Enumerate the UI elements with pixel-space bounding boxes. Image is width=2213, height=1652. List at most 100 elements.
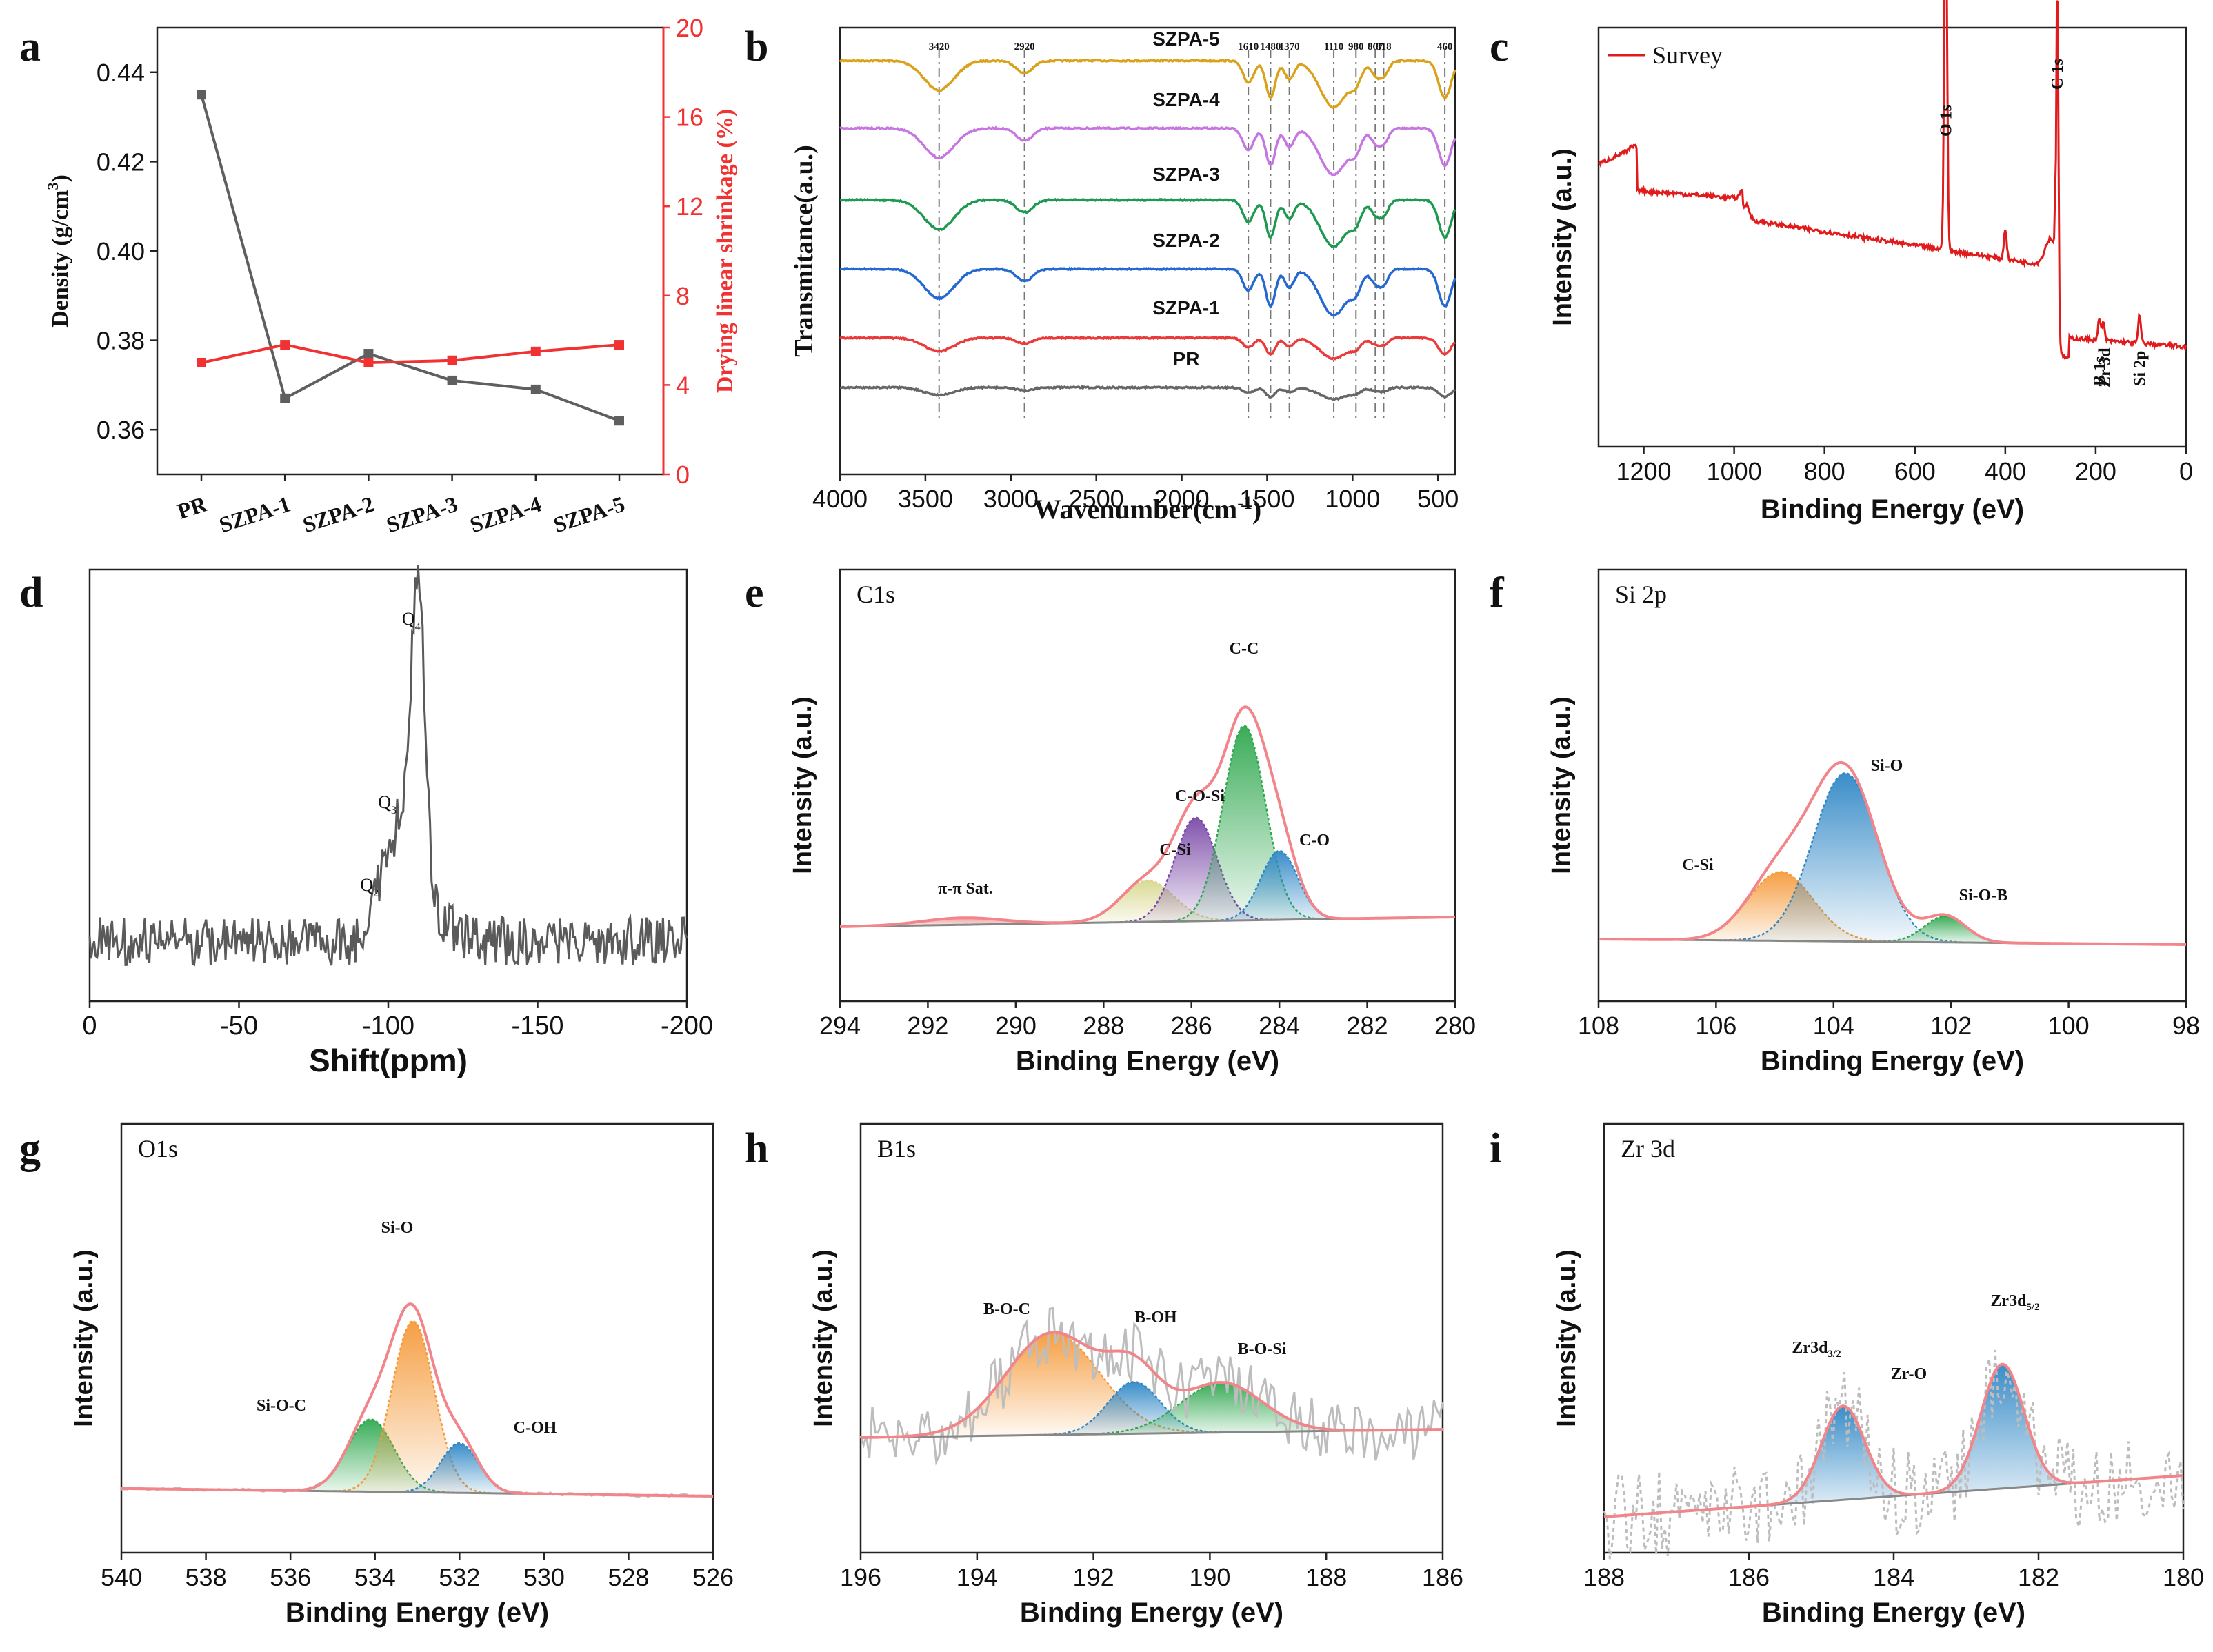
panel-i-component-area	[1604, 1364, 2183, 1517]
panel-b-series-label: SZPA-2	[1152, 230, 1220, 251]
panel-letter-e: e	[745, 570, 764, 616]
panel-letter-a: a	[19, 23, 41, 70]
panel-e-component-area	[840, 851, 1455, 927]
panel-letter-f: f	[1490, 570, 1505, 616]
panel-i-xtick-label: 184	[1873, 1563, 1914, 1591]
panel-i-raw-line	[1603, 1349, 2185, 1560]
panel-b-xlabel: Wavenumber(cm-1)	[1034, 493, 1262, 525]
panel-i-component-label: Zr3d5/2	[1990, 1292, 2039, 1313]
panel-a-series-line	[201, 343, 620, 365]
panel-i-component-area	[1604, 1406, 2183, 1517]
panel-a-y2tick-label: 12	[676, 192, 703, 221]
panel-f-xtick-label: 108	[1578, 1011, 1619, 1040]
panel-a-marker	[197, 358, 206, 367]
panel-c-xlabel: Binding Energy (eV)	[1761, 494, 2024, 525]
panel-b-xtick-label: 500	[1417, 485, 1459, 513]
panel-letter-g: g	[19, 1125, 41, 1172]
panel-f-component-area	[1599, 773, 2186, 945]
panel-e-xtick-label: 290	[995, 1011, 1037, 1040]
panel-a-ytick-label: 0.42	[97, 148, 145, 176]
panel-d-peak-label: Q3	[378, 792, 397, 816]
panel-c-xtick-label: 0	[2179, 457, 2193, 485]
panel-i-envelope	[1603, 1362, 2184, 1518]
panel-d-xtick-label: -200	[661, 1011, 713, 1040]
panel-f-component-area	[1599, 872, 2186, 945]
panel-c-xtick-label: 600	[1894, 457, 1936, 485]
panel-g-xtick-label: 528	[608, 1563, 649, 1591]
panel-g-xtick-label: 530	[523, 1563, 565, 1591]
panel-a-series-line	[200, 94, 620, 423]
panel-b-frame	[839, 26, 1456, 476]
panel-h-component-label: B-OH	[1134, 1309, 1177, 1327]
panel-c-xtick-label: 800	[1804, 457, 1845, 485]
panel-b-xtick-label: 4000	[812, 485, 868, 513]
panel-e-envelope	[840, 705, 1455, 928]
panel-b-spectrum-SZPA-3	[840, 197, 1456, 248]
panel-e-xtick-label: 280	[1434, 1011, 1476, 1040]
panel-h-xlabel: Binding Energy (eV)	[1020, 1598, 1283, 1628]
panel-a-y2tick-label: 0	[676, 461, 690, 489]
panel-g-component-label: Si-O	[381, 1219, 414, 1237]
panel-a-marker	[197, 90, 206, 100]
panel-b-series-label: SZPA-1	[1152, 297, 1220, 319]
panel-c-peak-label: Si 2p	[2131, 351, 2149, 386]
panel-d-xtick-label: 0	[82, 1011, 97, 1040]
panel-f-envelope	[1599, 760, 2186, 946]
panel-e-xtick-label: 292	[907, 1011, 948, 1040]
panel-c-peak-label: B 1s	[2091, 356, 2109, 386]
panel-g-envelope	[121, 1302, 713, 1498]
panel-b-series-label: SZPA-3	[1152, 163, 1220, 185]
panel-b-peak-label: 2920	[1014, 41, 1035, 52]
panel-a-y2tick-label: 8	[676, 282, 690, 310]
panel-i-title: Zr 3d	[1621, 1135, 1675, 1162]
panel-a-marker	[530, 346, 541, 356]
panel-i-xtick-label: 188	[1583, 1563, 1625, 1591]
panel-e-component-label: C-O	[1299, 832, 1330, 849]
panel-f-xtick-label: 104	[1813, 1011, 1854, 1040]
panel-f-xtick-label: 106	[1695, 1011, 1736, 1040]
panel-e-component-label: C-C	[1230, 640, 1259, 658]
panel-e-component-area	[840, 880, 1455, 927]
panel-a-y2tick-label: 20	[676, 14, 703, 42]
panel-g-xtick-label: 526	[692, 1563, 734, 1591]
panel-f-title: Si 2p	[1615, 581, 1667, 608]
panel-h-xtick-label: 186	[1422, 1563, 1463, 1591]
panel-d-peak-label: Q2	[360, 875, 379, 899]
panel-b-peak-label: 1610	[1238, 41, 1259, 52]
panel-b-spectrum-SZPA-2	[839, 266, 1456, 317]
panel-f-ylabel: Intensity (a.u.)	[1547, 696, 1576, 874]
panel-e-xtick-label: 282	[1347, 1011, 1388, 1040]
panel-h-raw-line	[859, 1307, 1444, 1466]
panel-e-component-label: C-Si	[1159, 841, 1191, 859]
panel-a-marker	[363, 358, 374, 367]
panel-h-ylabel: Intensity (a.u.)	[809, 1249, 838, 1427]
panel-a-category-label: SZPA-5	[550, 491, 628, 537]
panel-h-xtick-label: 188	[1305, 1563, 1347, 1591]
panel-h-xtick-label: 192	[1073, 1563, 1114, 1591]
panel-b-spectrum-SZPA-4	[839, 125, 1456, 177]
panel-g-title: O1s	[138, 1135, 178, 1162]
panel-g-xtick-label: 536	[270, 1563, 311, 1591]
panel-g-xtick-label: 540	[101, 1563, 142, 1591]
panel-b-peak-label: 1110	[1324, 41, 1343, 52]
panel-h-component-label: B-O-C	[983, 1300, 1030, 1318]
panel-b-peak-label: 3420	[929, 41, 950, 52]
panel-e-xtick-label: 286	[1171, 1011, 1212, 1040]
panel-g-frame	[120, 1122, 714, 1554]
panel-d-xtick-label: -150	[511, 1011, 563, 1040]
panel-e-xlabel: Binding Energy (eV)	[1016, 1046, 1279, 1076]
panel-c-frame	[1597, 26, 2187, 448]
panel-b-xtick-label: 2500	[1069, 485, 1124, 513]
panel-h-title: B1s	[877, 1135, 916, 1162]
panel-c-xtick-label: 1000	[1707, 457, 1762, 485]
panel-g-component-label: C-OH	[514, 1419, 557, 1437]
panel-i-xlabel: Binding Energy (eV)	[1762, 1598, 2025, 1628]
panel-f-xtick-label: 102	[1930, 1011, 1972, 1040]
panel-letter-d: d	[19, 570, 43, 616]
panel-a-ytick-label: 0.44	[97, 59, 145, 87]
panel-h-component-label: B-O-Si	[1238, 1340, 1287, 1358]
panel-h-component-area	[861, 1382, 1443, 1438]
panel-a-ytick-label: 0.38	[97, 327, 145, 355]
panel-letter-h: h	[745, 1125, 768, 1172]
